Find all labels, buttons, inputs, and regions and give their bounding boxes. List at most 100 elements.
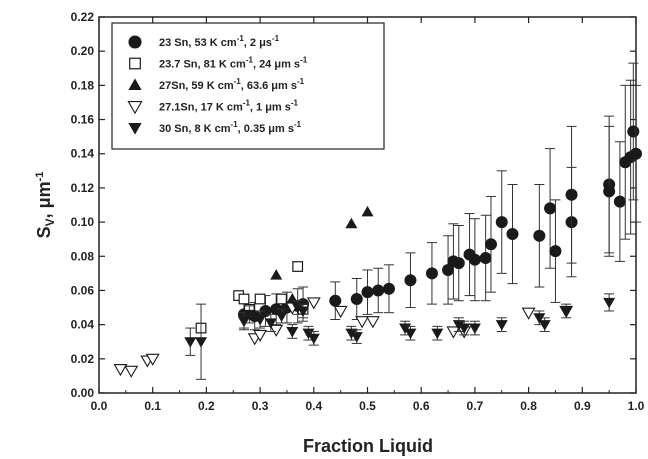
data-point	[452, 257, 465, 270]
legend-label-sup: -1	[234, 77, 242, 86]
axes: 0.0 0.1 0.2 0.3 0.4 0.5 0.6 0.7 0.8 0.9 1.0 0.00 0.0…	[71, 10, 645, 413]
y-tick-label: 0.12	[71, 181, 95, 195]
data-point	[276, 293, 287, 305]
data-point	[365, 316, 380, 329]
data-point	[468, 253, 481, 266]
x-tick-label: 0.4	[305, 399, 322, 413]
data-point	[544, 202, 557, 215]
x-tick-label: 0.3	[252, 399, 269, 413]
y-tick-label: 0.00	[71, 386, 95, 400]
legend-label-part: 27Sn, 59 K cm	[159, 80, 234, 92]
data-point	[521, 307, 536, 320]
legend-box	[111, 22, 385, 150]
data-point	[603, 185, 616, 198]
legend-label-part: 30 Sn, 8 K cm	[159, 123, 231, 135]
legend-item-1: 23 Sn, 53 K cm-1, 2 μs-1	[128, 34, 280, 49]
data-point	[286, 293, 299, 304]
legend-label: 23.7 Sn, 81 K cm-1, 24 μm s-1	[159, 56, 308, 71]
y-tick-label: 0.16	[71, 113, 95, 127]
legend-label: 30 Sn, 8 K cm-1, 0.35 μm s-1	[159, 120, 302, 135]
data-point	[538, 320, 551, 331]
legend-marker	[128, 123, 142, 135]
data-point	[372, 284, 385, 297]
y-tick-label: 0.20	[71, 44, 95, 58]
data-point	[307, 333, 320, 345]
y-tick-label: 0.04	[71, 318, 95, 332]
legend-label-part: , 63.6 μm s	[241, 80, 297, 92]
legend-label-part: , 1 μm s	[250, 102, 291, 114]
y-tick-label: 0.22	[71, 10, 95, 24]
data-point	[603, 297, 616, 309]
data-point	[533, 229, 546, 242]
x-tick-label: 0.6	[413, 399, 430, 413]
data-point	[286, 326, 299, 338]
data-point	[506, 228, 519, 241]
data-point	[291, 303, 304, 314]
data-point	[275, 311, 288, 323]
x-tick-label: 0.5	[359, 399, 376, 413]
data-point	[333, 305, 348, 319]
data-point	[124, 365, 139, 378]
data-point	[382, 282, 395, 295]
y-axis-title-unit: , μm	[34, 181, 54, 218]
legend-marker	[127, 101, 143, 115]
x-tick-label: 0.1	[144, 399, 161, 413]
data-point	[292, 261, 304, 272]
data-point	[253, 329, 268, 342]
y-tick-label: 0.08	[71, 249, 95, 263]
data-point	[355, 316, 370, 329]
series-1	[237, 62, 642, 331]
series-3	[270, 205, 374, 304]
legend-marker	[128, 35, 142, 49]
legend-label-sup: -1	[300, 56, 308, 65]
data-point	[627, 125, 640, 138]
data-point	[237, 316, 250, 328]
data-point	[565, 188, 578, 201]
data-point	[264, 318, 277, 329]
y-axis-title-sub: V	[43, 218, 57, 226]
legend-label-sup: -1	[272, 34, 280, 43]
data-point	[431, 328, 444, 340]
data-point	[479, 251, 492, 264]
legend-item-4: 27.1Sn, 17 K cm-1, 1 μm s-1	[127, 99, 299, 115]
legend-marker	[128, 78, 142, 90]
legend-label-part: , 24 μm s	[253, 59, 300, 71]
data-point	[254, 293, 266, 305]
legend-marker	[129, 57, 141, 70]
data-point	[495, 216, 508, 229]
legend-label-sup: -1	[291, 99, 299, 108]
x-tick-label: 1.0	[628, 399, 645, 413]
data-point	[485, 238, 498, 251]
y-tick-label: 0.02	[71, 352, 95, 366]
y-axis-title-main: S	[34, 226, 54, 238]
data-point	[269, 324, 284, 337]
legend-item-3: 27Sn, 59 K cm-1, 63.6 μm s-1	[128, 77, 305, 92]
legend-label: 23 Sn, 53 K cm-1, 2 μs-1	[159, 34, 280, 49]
legend: 23 Sn, 53 K cm-1, 2 μs-1 23.7 Sn, 81 K cm…	[111, 22, 385, 150]
legend-label-sup: -1	[297, 77, 305, 86]
x-tick-label: 0.7	[467, 399, 484, 413]
legend-item-2: 23.7 Sn, 81 K cm-1, 24 μm s-1	[129, 56, 308, 71]
data-point	[361, 205, 374, 217]
data-marks	[113, 62, 642, 380]
data-point	[495, 320, 508, 331]
data-point	[404, 328, 417, 340]
legend-label-part: 23.7 Sn, 81 K cm	[159, 59, 246, 71]
legend-label-sup: -1	[237, 34, 245, 43]
data-point	[404, 274, 417, 287]
data-point	[350, 332, 363, 343]
x-tick-label: 0.8	[520, 399, 537, 413]
y-tick-label: 0.06	[71, 283, 95, 297]
data-point	[270, 269, 283, 280]
legend-label-sup: -1	[231, 120, 239, 129]
data-point	[113, 364, 128, 377]
y-tick-label: 0.10	[71, 215, 95, 229]
data-point	[345, 217, 358, 229]
legend-label-part: , 2 μs	[244, 37, 272, 49]
legend-label-sup: -1	[246, 56, 254, 65]
data-point	[425, 267, 438, 280]
data-point	[361, 286, 374, 299]
data-point	[350, 293, 363, 305]
legend-label-sup: -1	[243, 99, 251, 108]
